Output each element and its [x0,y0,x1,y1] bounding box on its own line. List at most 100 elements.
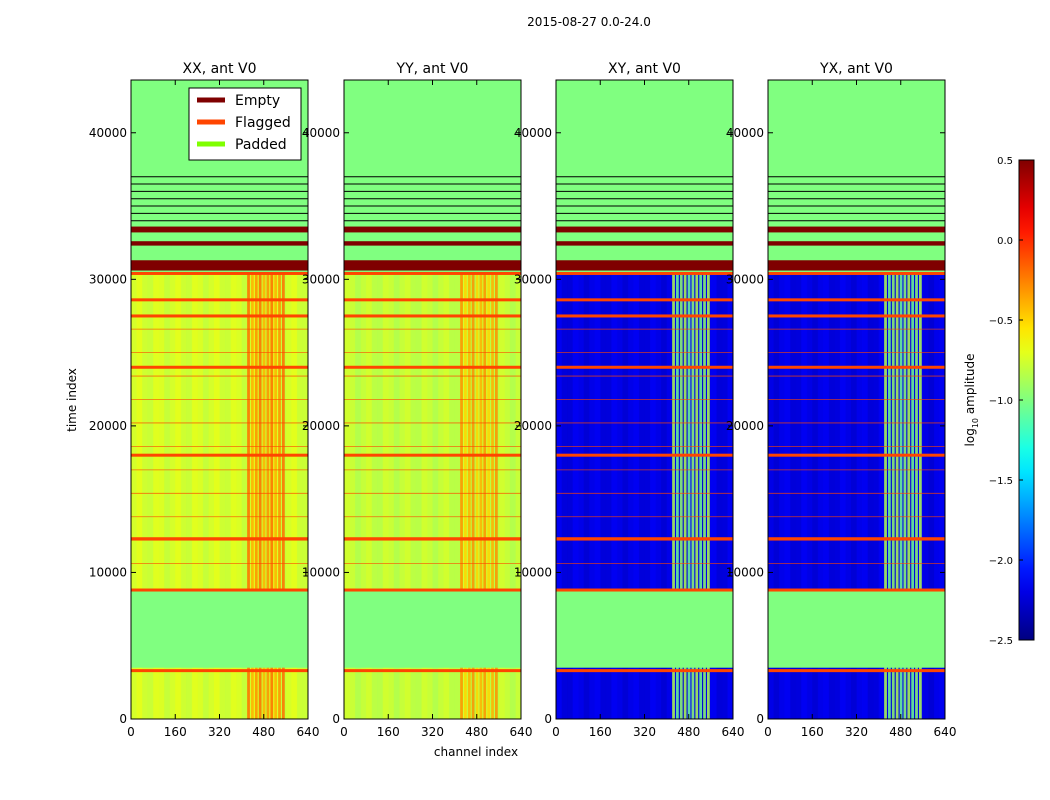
colorbar-label: log10 amplitude [963,354,980,447]
flagged-row [768,588,945,592]
x-tick-label: 320 [633,725,656,739]
x-tick-label: 0 [127,725,135,739]
flagged-row [768,537,945,541]
y-tick-label: 20000 [514,419,552,433]
flagged-row [556,365,733,369]
empty-region [768,226,945,233]
panel-1: YY, ant V0 0 160 320 480 640 0 10000 20000 30000 4… [302,61,533,739]
colorbar-tick-label: −0.5 [989,316,1013,327]
empty-region [556,226,733,233]
x-tick-label: 0 [552,725,560,739]
flagged-row [556,588,733,592]
flagged-row [556,453,733,457]
empty-region [768,241,945,246]
y-axis-label: time index [65,368,79,432]
colorbar-tick-label: −2.0 [989,556,1013,567]
y-tick-label: 40000 [726,126,764,140]
x-tick-label: 160 [589,725,612,739]
x-tick-label: 640 [510,725,533,739]
y-tick-label: 20000 [726,419,764,433]
padded-region [768,80,945,272]
y-tick-label: 10000 [514,565,552,579]
flagged-row [344,271,521,275]
colorbar-tick-label: 0.5 [997,156,1013,167]
panel-2: XY, ant V0 0 160 320 480 640 0 10000 20000 30000 4… [514,61,745,739]
flagged-row [131,669,308,673]
panel-title: YY, ant V0 [396,61,469,77]
colorbar-label-sub: 10 [971,418,980,428]
padded-region [344,591,521,668]
flagged-row [768,669,945,673]
x-tick-label: 0 [340,725,348,739]
y-tick-label: 10000 [89,565,127,579]
heatmap-image [556,80,733,719]
x-tick-label: 320 [208,725,231,739]
y-tick-label: 10000 [302,565,340,579]
x-axis-label: channel index [434,745,518,759]
flagged-row [768,453,945,457]
padded-region [556,591,733,668]
x-tick-label: 160 [377,725,400,739]
colorbar-tick-label: −2.5 [989,636,1013,647]
flagged-row [131,537,308,541]
flagged-row [344,365,521,369]
flagged-row [556,537,733,541]
colorbar-tick-label: 0.0 [997,236,1013,247]
empty-region [556,241,733,246]
flagged-row [768,314,945,318]
x-tick-label: 480 [252,725,275,739]
y-tick-label: 20000 [89,419,127,433]
flagged-row [344,537,521,541]
panel-title: YX, ant V0 [819,61,893,77]
x-tick-label: 640 [722,725,745,739]
y-tick-label: 20000 [302,419,340,433]
padded-region [131,591,308,668]
x-tick-label: 640 [297,725,320,739]
x-tick-label: 320 [845,725,868,739]
padded-region [344,80,521,272]
panel-title: XY, ant V0 [608,61,681,77]
y-tick-label: 30000 [514,272,552,286]
figure-title: 2015-08-27 0.0-24.0 [527,15,651,29]
heatmap-image [768,80,945,719]
legend-label: Padded [235,137,287,153]
x-tick-label: 0 [764,725,772,739]
panels: XX, ant V0 0 160 320 480 640 0 10000 20000 30000 4… [65,61,956,759]
y-tick-label: 30000 [302,272,340,286]
panel-title: XX, ant V0 [183,61,257,77]
y-tick-label: 30000 [89,272,127,286]
heatmap-image [344,80,521,719]
y-tick-label: 0 [544,712,552,726]
empty-region [556,260,733,271]
legend-label: Empty [235,93,280,109]
y-tick-label: 0 [332,712,340,726]
empty-region [344,226,521,233]
flagged-row [344,298,521,302]
flagged-row [556,298,733,302]
colorbar-label-prefix: log [963,428,977,446]
flagged-row [768,271,945,275]
empty-region [131,260,308,271]
y-tick-label: 40000 [302,126,340,140]
flagged-row [131,298,308,302]
x-tick-label: 480 [465,725,488,739]
x-tick-label: 480 [677,725,700,739]
colorbar-tick-label: −1.5 [989,476,1013,487]
padded-region [768,591,945,668]
legend-label: Flagged [235,115,291,131]
y-tick-label: 40000 [514,126,552,140]
flagged-row [131,365,308,369]
x-tick-label: 640 [934,725,957,739]
x-tick-label: 160 [164,725,187,739]
flagged-row [556,271,733,275]
flagged-row [344,588,521,592]
y-tick-label: 40000 [89,126,127,140]
empty-region [344,260,521,271]
flagged-row [131,453,308,457]
y-tick-label: 30000 [726,272,764,286]
flagged-row [344,669,521,673]
y-tick-label: 0 [756,712,764,726]
colorbar: 0.5 0.0 −0.5 −1.0 −1.5 −2.0 −2.5 log10 amplitud… [963,156,1035,647]
colorbar-tick-label: −1.0 [989,396,1013,407]
